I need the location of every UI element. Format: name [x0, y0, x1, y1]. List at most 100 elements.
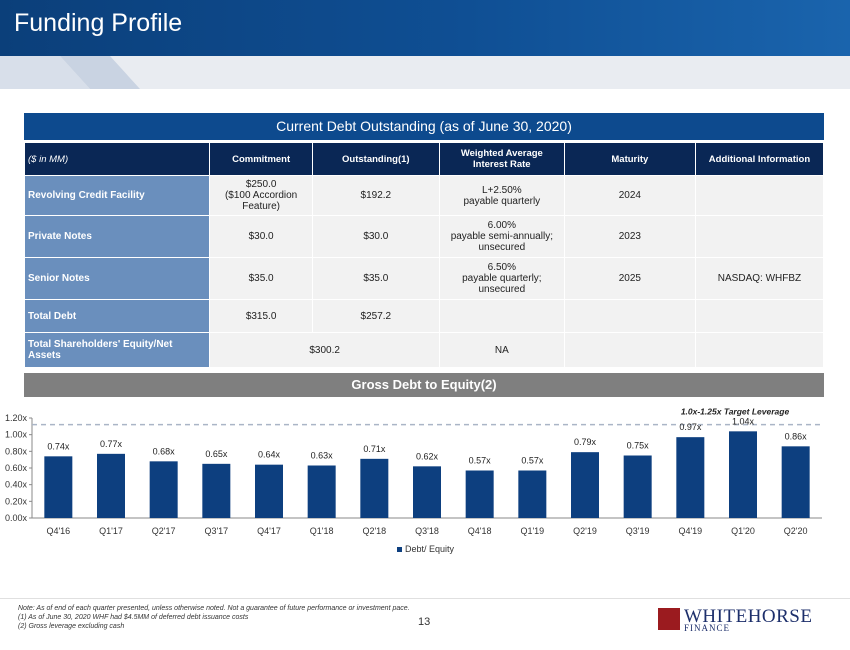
row-label: Total Shareholders' Equity/Net Assets [23, 332, 211, 368]
x-tick-label: Q1'18 [310, 526, 334, 536]
rate-value: 6.50% [487, 262, 516, 273]
row-label: Total Debt [23, 299, 211, 333]
data-label: 0.65x [205, 449, 228, 459]
outstanding-cell: $257.2 [311, 299, 440, 333]
gross-leverage-title: Gross Debt to Equity(2) [24, 373, 824, 397]
commitment-note: ($100 Accordion Feature) [224, 190, 298, 212]
empty-cell [694, 332, 825, 368]
debt-section-title: Current Debt Outstanding (as of June 30,… [24, 113, 824, 140]
data-label: 0.57x [469, 456, 492, 466]
bar [307, 465, 336, 518]
bar [623, 455, 652, 518]
x-tick-label: Q2'19 [573, 526, 597, 536]
x-tick-label: Q4'18 [468, 526, 492, 536]
y-tick-label: 1.00x [5, 430, 28, 440]
x-tick-label: Q2'18 [362, 526, 386, 536]
x-tick-label: Q2'20 [784, 526, 808, 536]
rate-note: payable quarterly; [462, 273, 542, 284]
bar [44, 456, 73, 518]
footnotes: Note: As of end of each quarter presente… [18, 604, 410, 631]
y-tick-label: 0.00x [5, 513, 28, 523]
x-tick-label: Q3'17 [204, 526, 228, 536]
horse-icon [658, 608, 680, 630]
rate-cell: 6.00% payable semi-annually; unsecured [438, 215, 565, 258]
commitment-cell: $250.0 ($100 Accordion Feature) [209, 175, 313, 216]
commitment-cell: $35.0 [209, 257, 313, 300]
bar [729, 431, 757, 518]
commitment-cell: $315.0 [209, 299, 313, 333]
row-label: Revolving Credit Facility [23, 175, 211, 216]
x-tick-label: Q3'19 [626, 526, 650, 536]
target-leverage-label: 1.0x-1.25x Target Leverage [681, 407, 790, 417]
data-label: 0.62x [416, 451, 439, 461]
column-header-outstanding: Outstanding(1) [311, 142, 440, 176]
y-tick-label: 0.80x [5, 446, 28, 456]
bar [97, 453, 125, 518]
commitment-cell: $30.0 [209, 215, 313, 258]
data-label: 0.63x [311, 451, 334, 461]
table-row: Revolving Credit Facility $250.0 ($100 Ac… [23, 175, 825, 216]
bar [518, 470, 547, 518]
rate-cell [438, 299, 565, 333]
rate-value: L+2.50% [481, 184, 522, 196]
footnote-1: (1) As of June 30, 2020 WHF had $4.5MM o… [18, 614, 249, 621]
info-cell [694, 175, 825, 216]
data-label: 0.86x [785, 431, 808, 441]
logo-wordmark: WHITEHORSE [684, 606, 813, 627]
debt-table: ($ in MM) Commitment Outstanding(1) Weig… [23, 142, 825, 368]
data-label: 0.77x [100, 439, 123, 449]
row-label: Senior Notes [23, 257, 211, 300]
outstanding-cell: $30.0 [311, 215, 440, 258]
data-label: 0.68x [153, 446, 176, 456]
rate-note: payable quarterly [463, 195, 541, 207]
row-label: Private Notes [23, 215, 211, 258]
rate-note-2: unsecured [478, 242, 526, 253]
info-cell [694, 299, 825, 333]
equity-rate-cell: NA [438, 332, 565, 368]
header-bar: Funding Profile [0, 0, 850, 56]
data-label: 0.71x [363, 444, 386, 454]
footnote-note: Note: As of end of each quarter presente… [18, 605, 410, 612]
info-cell [694, 215, 825, 258]
rate-cell: 6.50% payable quarterly; unsecured [438, 257, 565, 300]
maturity-cell: 2023 [563, 215, 696, 258]
data-label: 0.57x [521, 456, 544, 466]
x-tick-label: Q4'16 [46, 526, 70, 536]
legend-swatch [397, 547, 402, 552]
bar [149, 461, 178, 518]
rate-cell: L+2.50% payable quarterly [438, 175, 565, 216]
x-tick-label: Q1'20 [731, 526, 755, 536]
column-header-rate: Weighted Average Interest Rate [438, 142, 565, 176]
y-tick-label: 0.40x [5, 480, 28, 490]
commitment-value: $250.0 [245, 179, 277, 190]
legend-label: Debt/ Equity [405, 544, 455, 554]
rate-value: 6.00% [487, 220, 516, 231]
empty-cell [563, 332, 696, 368]
page-title: Funding Profile [14, 9, 183, 37]
x-tick-label: Q4'17 [257, 526, 281, 536]
table-row: Private Notes $30.0 $30.0 6.00% payable s… [23, 215, 825, 258]
rate-note-2: unsecured [478, 284, 526, 295]
table-row: Senior Notes $35.0 $35.0 6.50% payable qu… [23, 257, 825, 300]
y-tick-label: 0.60x [5, 463, 28, 473]
footer-divider [0, 598, 850, 599]
data-label: 0.97x [679, 422, 702, 432]
gross-debt-equity-chart: 0.00x 0.20x 0.40x 0.60x 0.80x 1.00x 1.20x 1.0x-… [5, 407, 822, 554]
header-decor-shape [0, 56, 140, 89]
bar [255, 464, 283, 518]
x-tick-label: Q3'18 [415, 526, 439, 536]
maturity-cell [563, 299, 696, 333]
data-label: 1.04x [732, 416, 755, 426]
x-tick-label: Q1'19 [520, 526, 544, 536]
data-label: 0.74x [47, 441, 70, 451]
x-tick-label: Q4'19 [678, 526, 702, 536]
bar [202, 463, 231, 518]
footnote-2: (2) Gross leverage excluding cash [18, 623, 125, 630]
page-number: 13 [418, 616, 431, 628]
x-tick-label: Q2'17 [152, 526, 176, 536]
outstanding-cell: $35.0 [311, 257, 440, 300]
header-accent-band [0, 56, 850, 89]
bar [676, 437, 705, 518]
y-tick-label: 1.20x [5, 413, 28, 423]
logo-subtitle: FINANCE [684, 623, 731, 633]
